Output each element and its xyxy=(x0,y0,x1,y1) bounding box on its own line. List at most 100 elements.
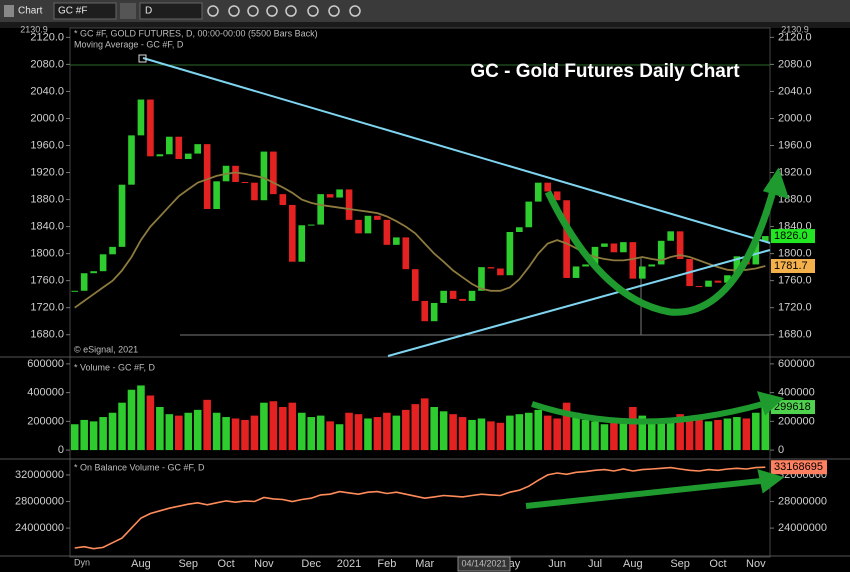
x-tick-label: Dec xyxy=(301,558,321,570)
candle xyxy=(591,246,599,265)
volume-bar xyxy=(676,414,684,451)
volume-bar xyxy=(89,421,98,451)
candle xyxy=(468,290,476,301)
y-tick-label: 1920.0 xyxy=(778,166,812,178)
price-tag xyxy=(771,258,815,273)
volume-bar xyxy=(156,406,164,451)
x-tick-label: 2021 xyxy=(337,558,361,570)
upper-trendline xyxy=(142,57,771,244)
candle xyxy=(553,191,561,201)
y-tick-label: 1840.0 xyxy=(30,221,64,233)
copyright: © eSignal, 2021 xyxy=(74,344,138,354)
volume-bar xyxy=(629,406,637,451)
candle xyxy=(184,153,192,160)
volume-bar xyxy=(430,406,438,451)
volume-bar xyxy=(477,418,486,451)
volume-bar xyxy=(203,399,211,451)
volume-bar xyxy=(685,417,694,451)
y-tick-label: 0 xyxy=(778,444,784,456)
price-tag xyxy=(771,400,815,415)
volume-bar xyxy=(752,412,760,451)
obv-line xyxy=(74,466,766,550)
high-marker xyxy=(138,54,147,63)
settings-button[interactable] xyxy=(120,3,136,19)
candle xyxy=(695,286,703,288)
volume-bar xyxy=(193,409,202,451)
obv-arrow xyxy=(525,477,771,509)
candle xyxy=(194,144,202,154)
interval-box[interactable] xyxy=(139,2,203,20)
volume-bar xyxy=(288,402,297,451)
volume-bar xyxy=(127,389,136,451)
y-tick-label: 28000000 xyxy=(778,495,827,507)
volume-bar xyxy=(714,419,722,451)
y-tick-label: 2040.0 xyxy=(778,85,812,97)
price-tag-label: 1826.0 xyxy=(774,230,808,242)
footer: Dyn xyxy=(74,557,90,567)
candle xyxy=(516,227,523,233)
x-tick-label: Aug xyxy=(623,558,643,570)
x-tick-label: Feb xyxy=(377,558,396,570)
candle xyxy=(71,290,79,292)
symbol-box[interactable] xyxy=(53,2,117,20)
volume-bar xyxy=(279,406,287,451)
y-tick-label: 1800.0 xyxy=(778,248,812,260)
x-tick-label: Oct xyxy=(709,558,726,570)
volume-bar xyxy=(666,419,675,451)
candle xyxy=(667,231,674,241)
volume-bar xyxy=(553,418,561,451)
candle xyxy=(279,194,287,205)
volume-bar xyxy=(600,424,609,451)
y-tick-label: 1720.0 xyxy=(778,302,812,314)
candle xyxy=(260,151,268,201)
y-tick-label: 1760.0 xyxy=(778,275,812,287)
candle xyxy=(307,224,315,226)
cursor-label: 04/14/2021 xyxy=(461,558,506,568)
candle xyxy=(137,99,145,136)
volume-bar xyxy=(175,415,183,451)
candle xyxy=(714,280,722,283)
volume-bar xyxy=(581,419,590,451)
volume-bar xyxy=(733,417,741,451)
interval: D xyxy=(145,6,152,17)
y-tick-label: 24000000 xyxy=(778,522,827,534)
candle xyxy=(525,201,533,228)
candle xyxy=(402,237,410,270)
candle xyxy=(487,267,495,269)
candle xyxy=(175,136,183,160)
y-tick-label: 1680.0 xyxy=(778,329,812,341)
candle xyxy=(118,184,126,247)
volume-bar xyxy=(373,417,382,451)
candle xyxy=(166,136,173,155)
price-tag-label: 33168695 xyxy=(774,461,823,473)
candle xyxy=(374,215,381,220)
lower-trendline xyxy=(387,249,771,357)
y-tick-label: 24000000 xyxy=(15,522,64,534)
obv-arrow-head xyxy=(757,469,785,494)
candle xyxy=(241,181,249,183)
panel-title: * On Balance Volume - GC #F, D xyxy=(74,462,205,472)
price-tag-label: 299618 xyxy=(774,401,811,413)
moving-average xyxy=(74,171,766,309)
candle xyxy=(232,165,239,182)
volume-bar xyxy=(411,404,420,451)
volume-bar xyxy=(761,407,770,451)
volume-bar xyxy=(704,421,713,451)
volume-bar xyxy=(619,421,628,451)
y-tick-label: 2000.0 xyxy=(778,112,812,124)
price-tag xyxy=(771,229,815,244)
cursor-box xyxy=(457,556,511,572)
tool-icons[interactable] xyxy=(207,5,361,17)
y-tick-label: 2080.0 xyxy=(778,58,812,70)
y-tick-label: 2120.0 xyxy=(30,31,64,43)
y-tick-label: 400000 xyxy=(27,387,64,399)
candle xyxy=(393,237,400,245)
symbol: GC #F xyxy=(58,6,87,17)
volume-bar xyxy=(146,395,155,451)
candle xyxy=(355,219,362,234)
volume-bar xyxy=(449,414,457,451)
volume-bar xyxy=(420,398,429,451)
x-tick-label: Nov xyxy=(254,558,274,570)
candle xyxy=(506,232,514,276)
